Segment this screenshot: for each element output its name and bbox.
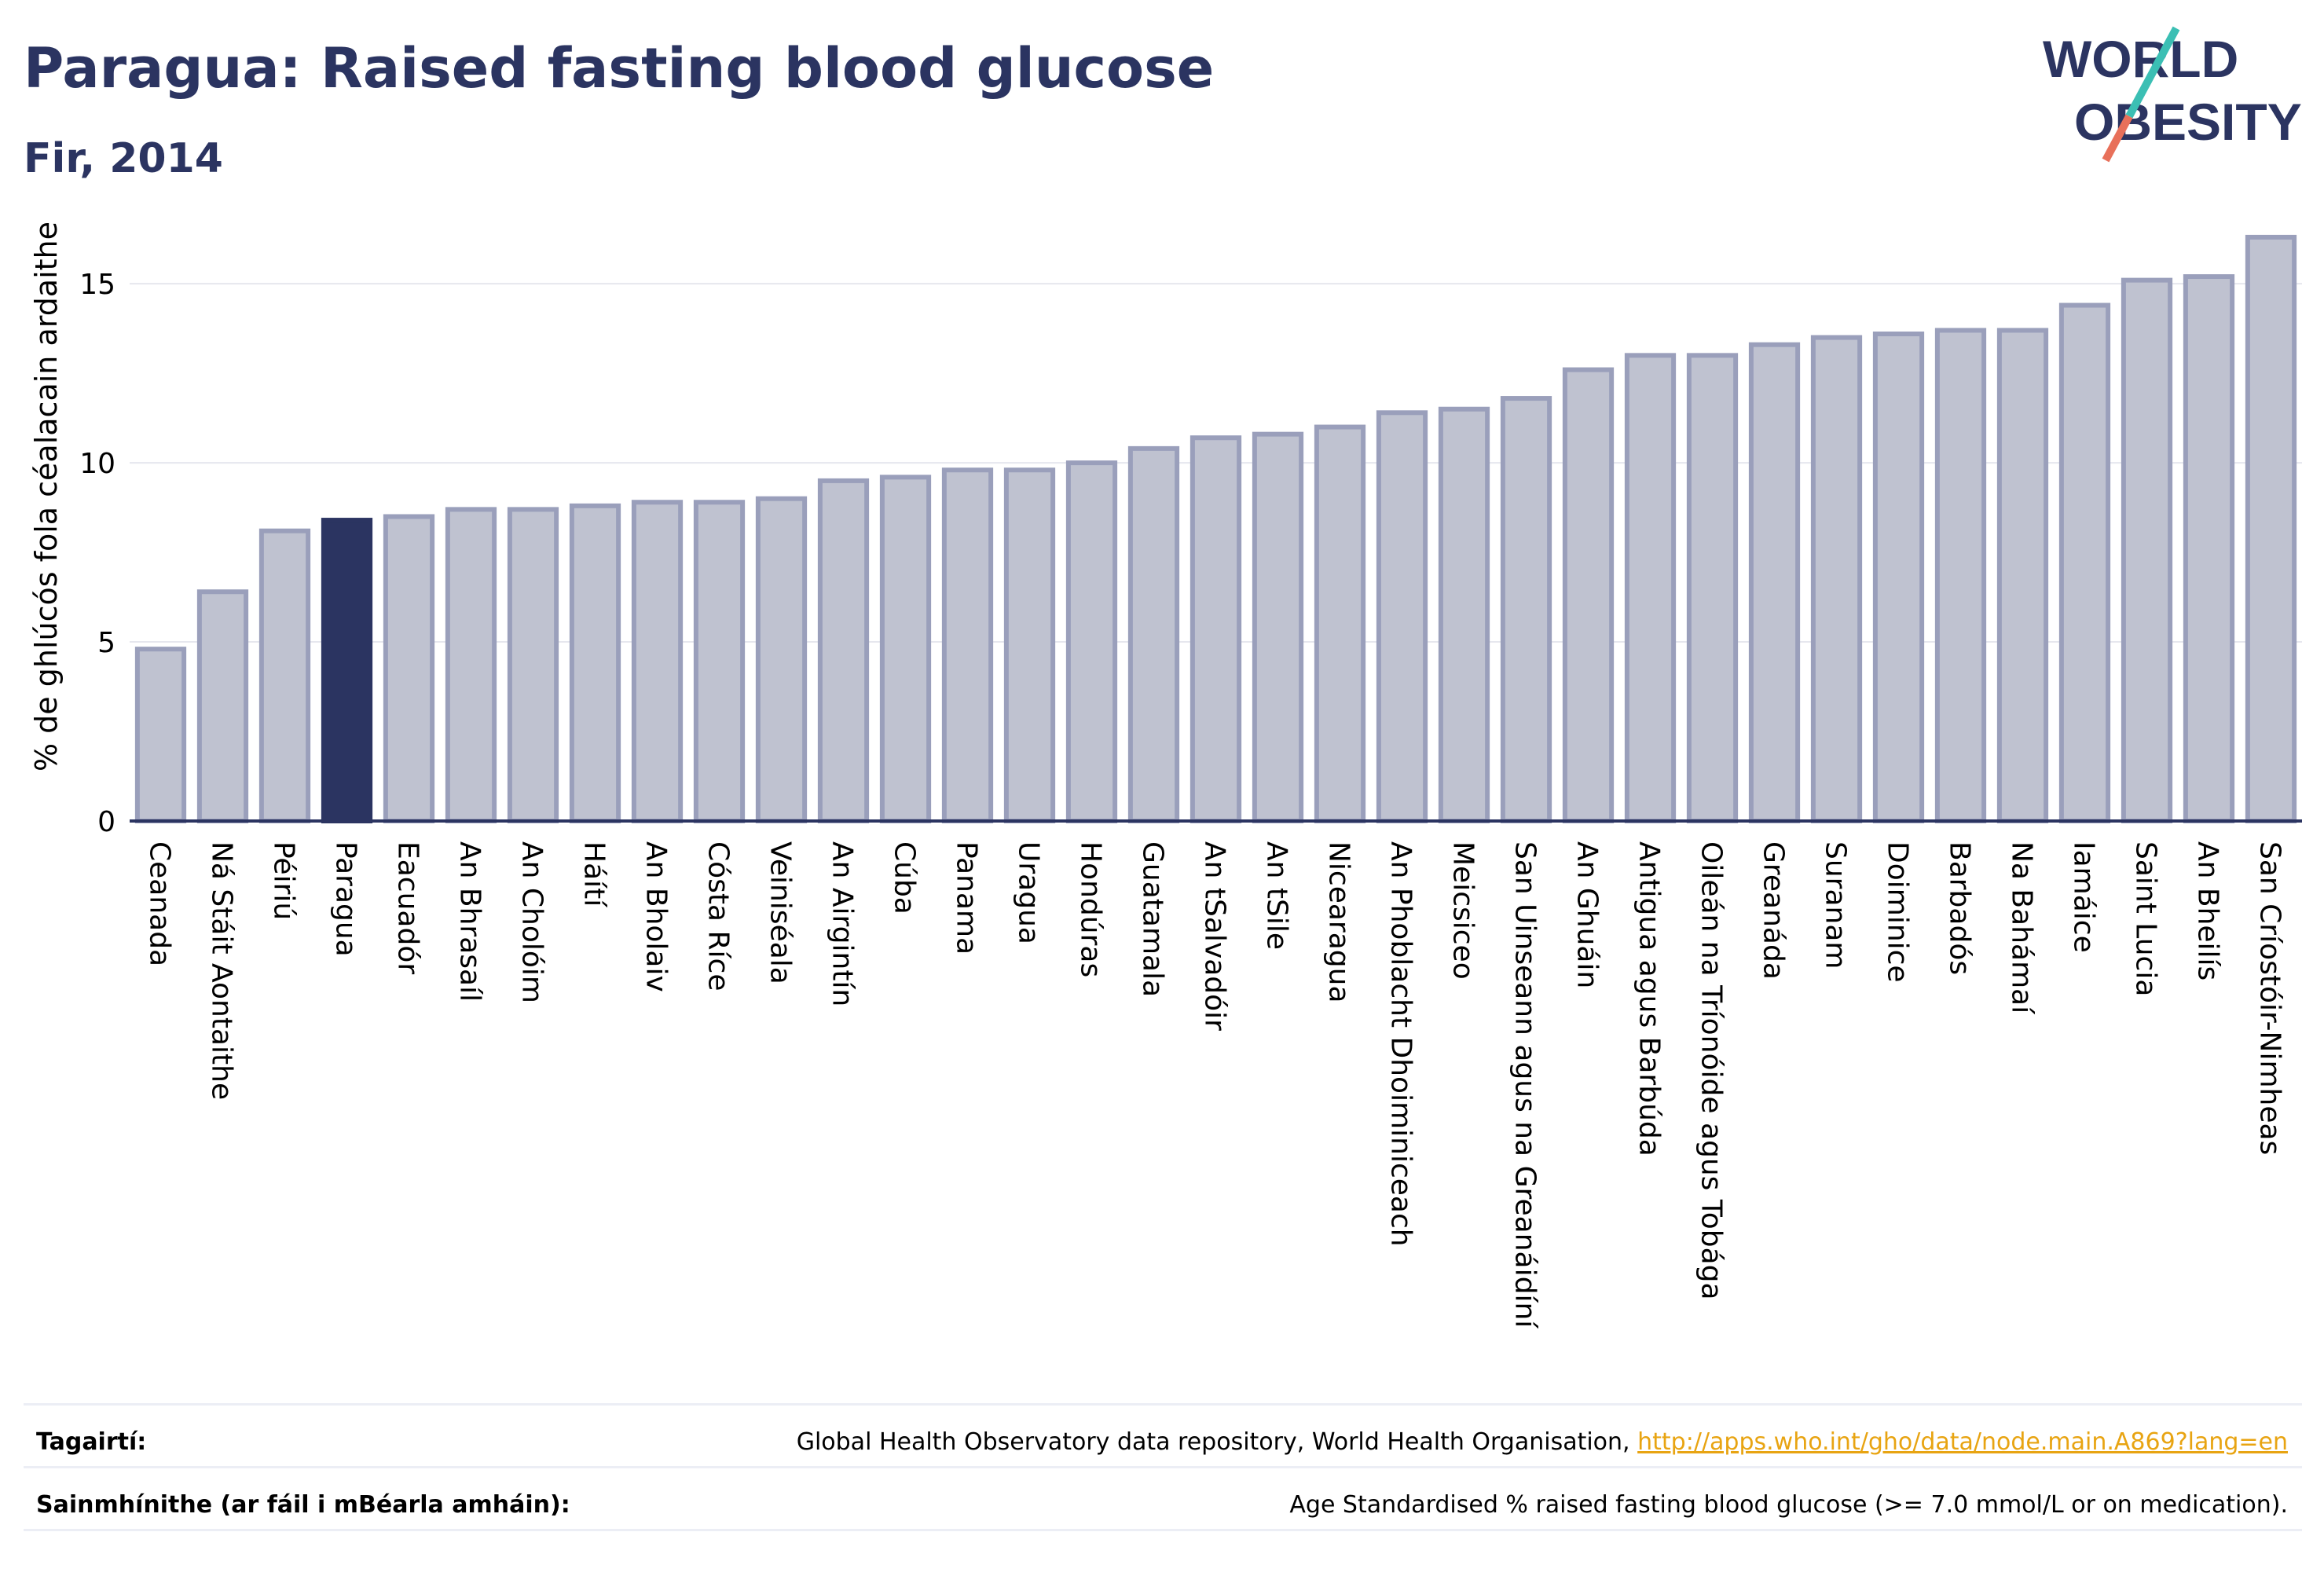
bar-18 [1252,431,1304,823]
references-label: Tagairtí: [36,1428,147,1456]
x-tick-label: Saint Lucia [2130,841,2162,996]
bar-23 [1562,367,1615,823]
x-tick-label: Eacuadór [392,841,424,974]
bar-11 [817,478,870,823]
chart-subtitle: Fir, 2014 [24,135,223,182]
x-tick-label: An tSile [1261,841,1293,950]
footer-divider-middle [24,1466,2302,1468]
bar-0 [134,647,187,823]
x-tick-label: An Airgintín [827,841,859,1006]
y-tick-label: 5 [97,627,115,659]
bar-12 [879,475,932,824]
x-tick-label: Nicearagua [1323,841,1355,1003]
x-tick-label: An Ghuáin [1571,841,1604,988]
references-link[interactable]: http://apps.who.int/gho/data/node.main.A… [1637,1428,2288,1456]
bar-chart: 0 5 10 15 Ceanada Ná Stáit Aontaithe Péiriú Pa… [29,222,2302,1329]
x-tick-label: An Bhrasaíl [454,841,486,1002]
x-tick-label: Paragua [330,841,362,957]
x-tick-label: Cúba [889,841,921,914]
x-tick-label: An Bholaiv [640,841,673,992]
x-tick-label: Ná Stáit Aontaithe [206,841,238,1100]
bar-2 [258,528,311,823]
x-tick-label: An tSalvadóir [1199,841,1231,1031]
bar-27 [1810,335,1863,823]
bar-17 [1189,435,1242,823]
y-tick-label: 0 [97,806,115,838]
bar-25 [1686,353,1739,823]
x-tick-label: Veiniséala [764,841,797,984]
bar-1 [196,589,249,823]
x-tick-label: An Cholóim [516,841,548,1003]
x-tick-label: Háítí [578,841,610,907]
bar-4 [383,514,435,823]
bars-layer [134,234,2297,824]
footer-divider-bottom [24,1529,2302,1531]
references-value: Global Health Observatory data repositor… [797,1428,2288,1456]
bar-22 [1500,396,1552,823]
x-tick-label: Péiriú [268,841,300,920]
x-tick-label: Antigua agus Barbúda [1633,841,1666,1156]
bar-34 [2245,234,2297,824]
bar-33 [2183,274,2235,823]
y-axis-label: % de ghlúcós fola céalacain ardaithe [29,222,64,772]
bar-28 [1872,332,1925,823]
bar-15 [1065,460,1118,824]
x-tick-label: Meicsiceo [1447,841,1479,980]
x-tick-label: Doiminice [1882,841,1914,983]
references-text: Global Health Observatory data repositor… [796,1428,1630,1456]
bar-5 [445,507,497,823]
bar-9 [693,500,746,823]
bar-16 [1127,445,1180,823]
x-tick-label: Cósta Ríce [702,841,735,991]
x-tick-label: Oileán na Tríonóide agus Tobága [1695,841,1728,1300]
x-tick-label: Uragua [1013,841,1045,944]
definitions-label: Sainmhínithe (ar fáil i mBéarla amháin): [36,1491,570,1519]
logo-line1: WORLD [2043,30,2238,88]
x-tick-label: San Críostóir-Nimheas [2254,841,2286,1155]
bar-6 [507,507,559,823]
x-tick-label: Suranam [1820,841,1852,969]
logo-slash-teal [2125,26,2180,119]
bar-10 [755,496,808,823]
x-tick-label: San Uinseann agus na Greanáidíní [1509,841,1541,1329]
bar-26 [1748,342,1801,824]
x-labels-layer: Ceanada Ná Stáit Aontaithe Péiriú Paragua Ea… [144,841,2286,1329]
x-tick-label: An Bheilís [2192,841,2224,980]
bar-8 [631,500,684,823]
x-tick-label: Barbadós [1944,841,1976,975]
bar-3 [321,518,373,823]
y-tick-label: 15 [79,269,115,301]
x-tick-label: Panama [951,841,983,955]
footer-divider-top [24,1403,2302,1406]
x-tick-label: Greanáda [1758,841,1790,980]
x-tick-label: Hondúras [1075,841,1107,977]
logo-slash-coral [2102,114,2133,163]
y-ticks-layer: 0 5 10 15 [79,269,115,838]
y-tick-label: 10 [79,448,115,480]
bar-7 [569,503,621,824]
bar-30 [1996,328,2049,823]
bar-21 [1438,406,1490,823]
x-tick-label: Ceanada [144,841,176,966]
bar-24 [1624,353,1677,823]
bar-32 [2121,277,2173,823]
bar-20 [1376,410,1428,823]
world-obesity-logo: WORLD OBESITY [2043,26,2302,163]
bar-31 [2058,302,2111,823]
x-tick-label: Na Bahámaí [2006,841,2038,1014]
x-tick-label: Iamáice [2068,841,2100,953]
bar-29 [1934,328,1987,823]
chart-title: Paragua: Raised fasting blood glucose [24,36,1215,101]
definitions-value: Age Standardised % raised fasting blood … [1289,1491,2288,1519]
bar-13 [941,467,994,823]
x-tick-label: An Phoblacht Dhoiminiceach [1385,841,1417,1247]
bar-14 [1003,467,1056,823]
x-tick-label: Guatamala [1137,841,1169,997]
bar-19 [1314,424,1366,823]
